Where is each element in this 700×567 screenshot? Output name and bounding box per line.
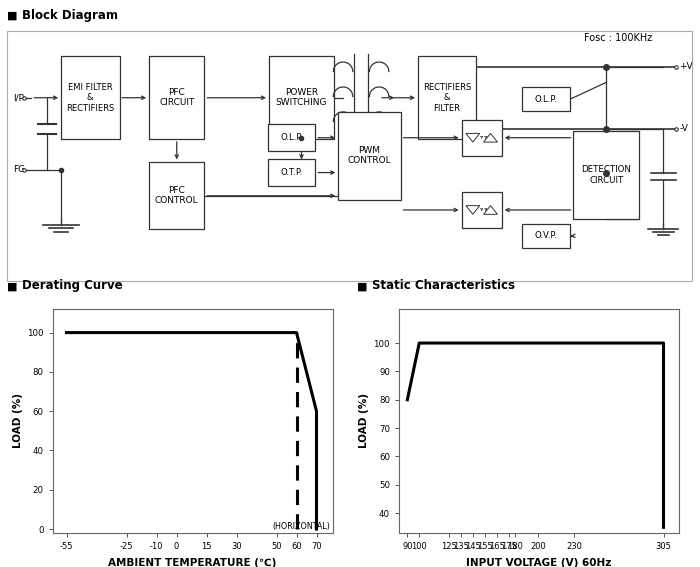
Text: DETECTION
CIRCUIT: DETECTION CIRCUIT <box>582 166 631 185</box>
FancyBboxPatch shape <box>338 112 400 200</box>
Text: FG: FG <box>13 166 25 175</box>
X-axis label: INPUT VOLTAGE (V) 60Hz: INPUT VOLTAGE (V) 60Hz <box>466 558 612 567</box>
FancyBboxPatch shape <box>418 57 477 139</box>
FancyBboxPatch shape <box>269 57 335 139</box>
Text: I/P: I/P <box>13 93 24 102</box>
Text: ■: ■ <box>7 11 18 21</box>
FancyBboxPatch shape <box>149 57 204 139</box>
Text: O.T.P.: O.T.P. <box>281 168 303 177</box>
Text: PWM
CONTROL: PWM CONTROL <box>348 146 391 166</box>
Text: O.L.P.: O.L.P. <box>535 95 557 104</box>
Text: Fosc : 100KHz: Fosc : 100KHz <box>584 33 652 43</box>
Text: (HORIZONTAL): (HORIZONTAL) <box>272 522 330 531</box>
Text: ■: ■ <box>7 281 18 291</box>
Text: EMI FILTER
&
RECTIFIERS: EMI FILTER & RECTIFIERS <box>66 83 114 113</box>
Text: +V: +V <box>679 62 693 71</box>
Text: Derating Curve: Derating Curve <box>22 279 123 292</box>
FancyBboxPatch shape <box>149 162 204 229</box>
Text: Block Diagram: Block Diagram <box>22 9 118 22</box>
FancyBboxPatch shape <box>522 223 570 248</box>
Text: PFC
CONTROL: PFC CONTROL <box>155 186 199 205</box>
FancyBboxPatch shape <box>268 124 315 151</box>
Y-axis label: LOAD (%): LOAD (%) <box>359 393 370 448</box>
FancyBboxPatch shape <box>522 87 570 111</box>
Text: O.V.P.: O.V.P. <box>535 231 557 240</box>
FancyBboxPatch shape <box>268 159 315 186</box>
Text: RECTIFIERS
&
FILTER: RECTIFIERS & FILTER <box>423 83 471 113</box>
Text: ■: ■ <box>357 281 368 291</box>
FancyBboxPatch shape <box>461 120 502 156</box>
FancyBboxPatch shape <box>573 132 639 219</box>
FancyBboxPatch shape <box>61 57 120 139</box>
Y-axis label: LOAD (%): LOAD (%) <box>13 393 23 448</box>
Text: POWER
SWITCHING: POWER SWITCHING <box>276 88 327 108</box>
FancyBboxPatch shape <box>461 192 502 228</box>
X-axis label: AMBIENT TEMPERATURE (℃): AMBIENT TEMPERATURE (℃) <box>108 558 276 567</box>
Text: -V: -V <box>679 124 688 133</box>
Text: O.L.P.: O.L.P. <box>281 133 303 142</box>
Text: Static Characteristics: Static Characteristics <box>372 279 515 292</box>
Text: PFC
CIRCUIT: PFC CIRCUIT <box>159 88 195 108</box>
